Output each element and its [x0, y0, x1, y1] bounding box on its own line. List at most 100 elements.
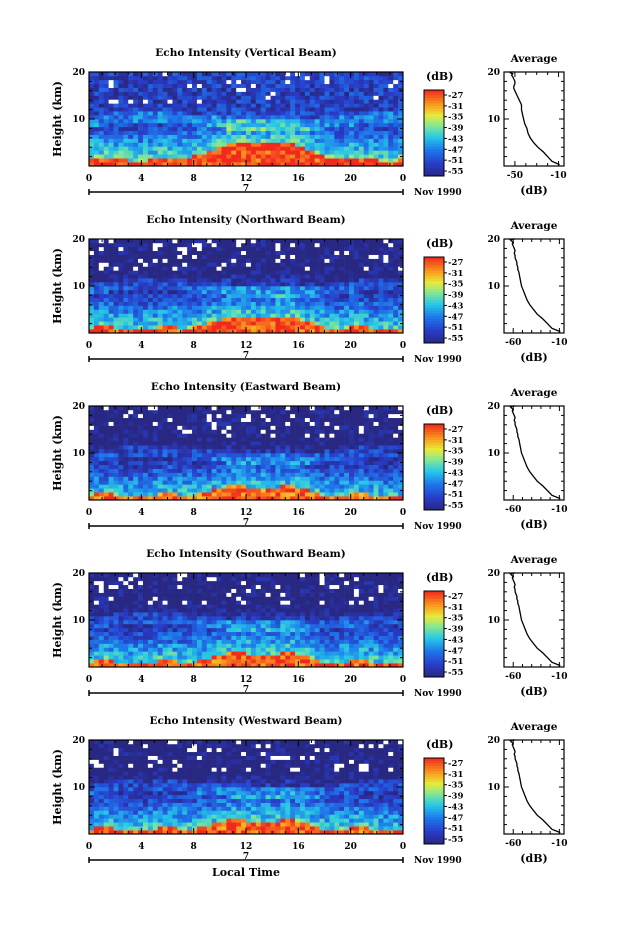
heatmap-cell [255, 258, 262, 263]
heatmap-cell [344, 138, 350, 143]
colorbar-segment [424, 162, 444, 166]
heatmap-cell [398, 72, 404, 77]
heatmap-cell [152, 130, 158, 135]
heatmap-cell [265, 91, 271, 96]
heatmap-cell [187, 138, 193, 143]
heatmap-cell [250, 297, 257, 302]
heatmap-cell [152, 119, 158, 124]
heatmap-cell [398, 134, 404, 139]
heatmap-cell [93, 437, 100, 442]
heatmap-cell [108, 75, 114, 81]
heatmap-cell [138, 433, 144, 438]
heatmap-cell [123, 258, 129, 263]
heatmap-cell [192, 258, 198, 263]
heatmap-cell [304, 274, 311, 279]
heatmap-cell [206, 122, 212, 128]
heatmap-cell [241, 95, 247, 100]
heatmap-cell [339, 95, 345, 100]
heatmap-cell [398, 456, 404, 462]
heatmap-cell [226, 429, 232, 434]
heatmap-cell [89, 453, 95, 458]
heatmap-cell [216, 313, 222, 318]
heatmap-cell [182, 278, 188, 283]
heatmap-cell [339, 274, 345, 279]
heatmap-cell [383, 460, 389, 466]
heatmap-cell [319, 286, 325, 291]
heatmap-cell [133, 158, 139, 163]
heatmap-cell [290, 79, 296, 85]
heatmap-cell [128, 79, 134, 85]
heatmap-cell [201, 119, 208, 124]
heatmap-cell [206, 309, 212, 314]
heatmap-cell [128, 91, 134, 96]
heatmap-cell [353, 266, 360, 271]
colorbar-segment [424, 281, 444, 285]
heatmap-cell [152, 262, 158, 267]
heatmap-cell [103, 492, 109, 497]
heatmap-cell [393, 138, 399, 143]
heatmap-cell [393, 329, 399, 334]
heatmap-cell [304, 162, 311, 167]
heatmap-cell [118, 449, 124, 454]
heatmap-cell [216, 293, 222, 299]
heatmap-cell [196, 122, 203, 128]
heatmap-cell [172, 433, 178, 438]
heatmap-cell [246, 266, 252, 271]
heatmap-cell [138, 142, 144, 147]
heatmap-cell [280, 87, 286, 92]
heatmap-cell [93, 429, 100, 434]
colorbar-segment [424, 464, 444, 468]
heatmap-cell [167, 425, 173, 430]
heatmap-cell [393, 158, 399, 163]
heatmap-cell [334, 242, 340, 248]
heatmap-cell [260, 492, 266, 497]
heatmap-cell [255, 91, 262, 96]
heatmap-cell [236, 406, 242, 411]
heatmap-cell [324, 321, 330, 326]
heatmap-cell [398, 258, 404, 263]
heatmap-cell [324, 496, 330, 501]
heatmap-cell [358, 72, 365, 77]
heatmap-cell [103, 425, 109, 430]
heatmap-cell [393, 130, 399, 135]
heatmap-cell [123, 126, 129, 132]
heatmap-cell [226, 254, 232, 259]
heatmap-cell [108, 453, 114, 458]
heatmap-cell [123, 456, 129, 462]
heatmap-cell [246, 258, 252, 263]
heatmap-cell [142, 289, 149, 295]
heatmap-cell [162, 134, 168, 139]
heatmap-cell [162, 309, 168, 314]
heatmap-cell [339, 433, 345, 438]
heatmap-cell [285, 282, 291, 287]
heatmap-cell [177, 321, 183, 326]
heatmap-cell [265, 476, 271, 481]
heatmap-cell [304, 91, 311, 96]
heatmap-cell [192, 313, 198, 318]
heatmap-cell [206, 130, 212, 135]
heatmap-cell [152, 258, 158, 263]
heatmap-cell [304, 142, 311, 147]
heatmap-cell [260, 421, 266, 426]
heatmap-cell [349, 254, 355, 259]
colorbar-tick-label: -43 [448, 301, 463, 311]
heatmap-cell [177, 111, 183, 116]
heatmap-cell [393, 305, 399, 310]
heatmap-cell [167, 154, 173, 159]
heatmap-cell [358, 317, 365, 322]
heatmap-cell [246, 460, 252, 466]
heatmap-cell [329, 278, 335, 283]
heatmap-cell [192, 83, 198, 88]
heatmap-cell [162, 154, 168, 159]
heatmap-cell [123, 476, 129, 481]
heatmap-cell [103, 146, 109, 151]
heatmap-cell [152, 464, 158, 469]
heatmap-cell [363, 309, 369, 314]
heatmap-cell [285, 429, 291, 434]
heatmap-cell [138, 278, 144, 283]
heatmap-cell [162, 274, 168, 279]
heatmap-cell [309, 329, 315, 334]
heatmap-cell [309, 258, 315, 263]
heatmap-cell [246, 484, 252, 489]
heatmap-cell [226, 154, 232, 159]
